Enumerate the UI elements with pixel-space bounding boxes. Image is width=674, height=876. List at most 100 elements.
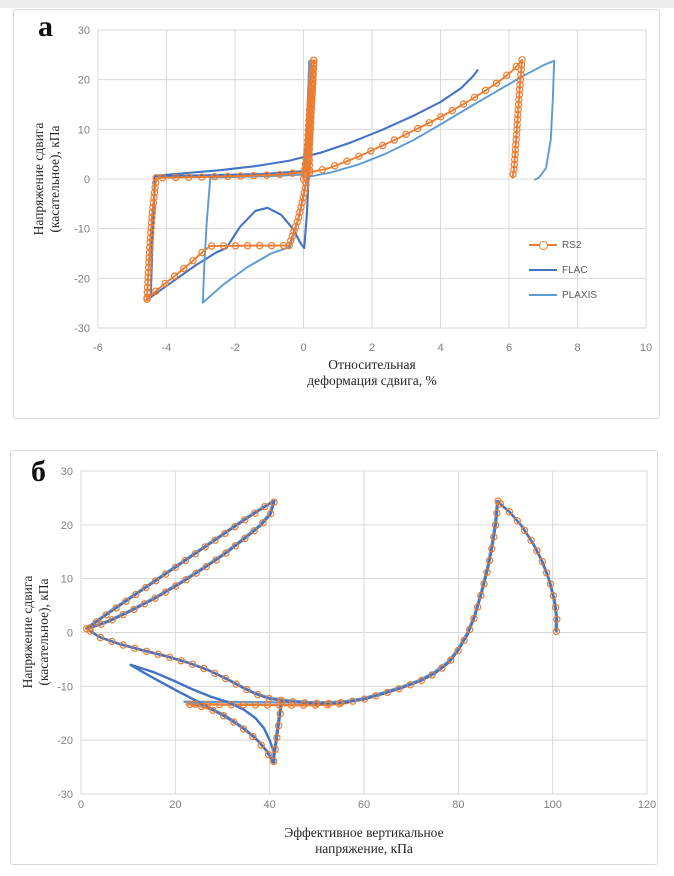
data-point-marker-icon: [201, 543, 209, 551]
data-point-marker-icon: [552, 627, 561, 636]
data-point-marker-icon: [290, 227, 298, 236]
data-point-marker-icon: [130, 605, 138, 614]
data-point-marker-icon: [142, 583, 150, 592]
legend-item-flac: FLAC: [529, 263, 597, 277]
data-point-marker-icon: [492, 79, 501, 87]
chart-b-y-axis-title: Напряжение сдвига (касательное), кПа: [19, 472, 53, 792]
data-point-marker-icon: [230, 718, 238, 726]
data-point-marker-icon: [161, 279, 169, 288]
panel-label-a: a: [38, 10, 53, 43]
data-point-marker-icon: [310, 56, 318, 65]
data-point-marker-icon: [335, 700, 344, 708]
chart-panel-b: 0 20 40 60 80 100 120 30 20 10 0 -10 -20 -30 б Напряж…: [10, 450, 658, 865]
data-point-marker-icon: [308, 81, 317, 90]
y-tick-label: 30: [61, 466, 73, 478]
data-point-marker-icon: [293, 218, 301, 226]
data-point-marker-icon: [516, 75, 525, 84]
y-tick-label: 0: [67, 628, 73, 640]
data-point-marker-icon: [142, 647, 151, 655]
data-point-marker-icon: [300, 189, 308, 197]
data-point-marker-icon: [276, 710, 284, 718]
data-point-marker-icon: [309, 66, 317, 75]
data-point-marker-icon: [305, 151, 313, 159]
x-title-line1: Эффективное вертикальное: [284, 825, 444, 840]
data-point-marker-icon: [512, 140, 520, 149]
data-point-marker-icon: [510, 165, 518, 174]
data-point-marker-icon: [299, 193, 307, 202]
data-point-marker-icon: [177, 656, 185, 665]
data-point-marker-icon: [239, 701, 248, 709]
data-point-marker-icon: [152, 287, 160, 295]
data-point-marker-icon: [311, 701, 320, 709]
data-point-marker-icon: [145, 248, 154, 257]
data-point-marker-icon: [448, 106, 456, 115]
data-point-marker-icon: [527, 536, 535, 545]
data-point-marker-icon: [454, 646, 462, 655]
data-point-marker-icon: [215, 700, 224, 709]
data-point-marker-icon: [503, 71, 511, 79]
data-point-marker-icon: [249, 171, 258, 180]
data-point-marker-icon: [383, 688, 392, 697]
data-point-marker-icon: [480, 580, 488, 588]
data-point-marker-icon: [318, 165, 327, 174]
series-rs2-markers: [143, 241, 288, 303]
series-segment: [496, 499, 559, 633]
data-point-marker-icon: [299, 701, 308, 709]
data-point-marker-icon: [533, 547, 541, 555]
data-point-marker-icon: [192, 569, 200, 577]
series-segment: [306, 59, 556, 178]
y-title-line2: (касательное), кПа: [47, 125, 62, 233]
data-point-marker-icon: [148, 208, 156, 217]
data-point-marker-icon: [505, 508, 514, 516]
data-point-marker-icon: [517, 70, 525, 79]
data-point-marker-icon: [112, 604, 120, 612]
series-segment: [129, 663, 276, 764]
data-point-marker-icon: [515, 95, 523, 104]
data-point-marker-icon: [517, 61, 526, 69]
data-point-marker-icon: [305, 161, 314, 169]
data-point-marker-icon: [239, 725, 248, 733]
data-point-marker-icon: [274, 722, 283, 730]
data-point-marker-icon: [197, 173, 206, 181]
y-tick-label: -20: [74, 273, 90, 285]
data-point-marker-icon: [143, 295, 151, 303]
data-point-marker-icon: [262, 171, 271, 179]
data-point-marker-icon: [119, 641, 127, 649]
x-tick-label: 100: [543, 799, 561, 811]
data-point-marker-icon: [306, 126, 314, 134]
data-point-marker-icon: [227, 700, 236, 709]
data-point-marker-icon: [298, 198, 306, 207]
data-point-marker-icon: [516, 80, 524, 89]
data-point-marker-icon: [151, 577, 160, 585]
data-point-marker-icon: [151, 183, 159, 192]
legend-item-rs2: RS2: [529, 238, 597, 252]
data-point-marker-icon: [355, 152, 363, 160]
data-point-marker-icon: [512, 130, 521, 139]
gridlines: [80, 470, 648, 795]
data-point-marker-icon: [267, 241, 276, 250]
data-point-marker-icon: [309, 61, 318, 70]
x-title-line2: напряжение, кПа: [315, 840, 413, 856]
flac-line-swatch-icon: [529, 269, 557, 271]
series-segment: [146, 244, 291, 301]
y-tick-label: 30: [78, 25, 90, 37]
data-point-marker-icon: [97, 620, 105, 628]
x-tick-label: -6: [93, 342, 103, 354]
data-point-marker-icon: [253, 690, 262, 699]
x-tick-label: 10: [640, 342, 652, 354]
series-segment: [308, 58, 523, 174]
data-point-marker-icon: [170, 272, 179, 280]
data-point-marker-icon: [297, 203, 305, 212]
y-tick-label: -30: [57, 789, 73, 801]
data-point-marker-icon: [146, 233, 155, 242]
data-point-marker-icon: [231, 522, 239, 531]
series-plaxis-line: [201, 59, 556, 304]
data-point-marker-icon: [271, 745, 279, 754]
data-point-marker-icon: [447, 656, 455, 664]
data-point-marker-icon: [172, 582, 180, 590]
chart-a-legend: RS2 FLAC PLAXIS: [529, 238, 597, 302]
data-point-marker-icon: [270, 757, 278, 766]
legend-label-flac: FLAC: [562, 264, 588, 276]
